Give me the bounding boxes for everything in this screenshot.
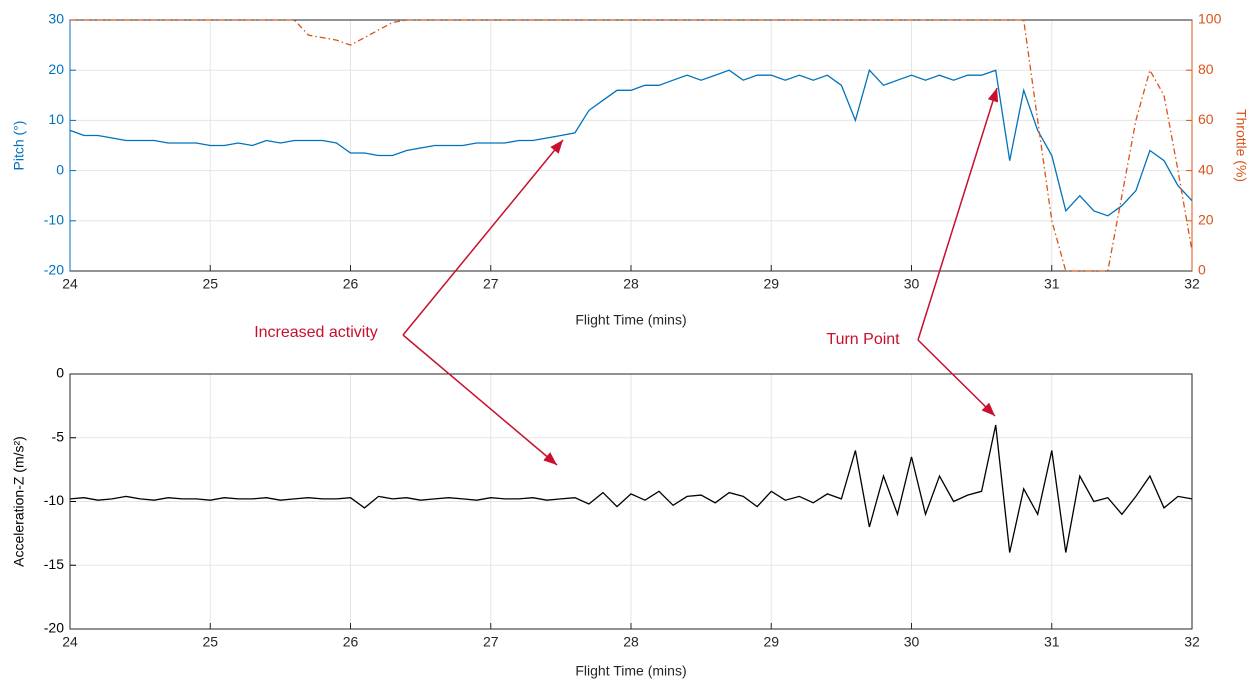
y-tick-label: -20 [44, 620, 64, 636]
x-tick-label: 32 [1184, 634, 1200, 650]
y-tick-label: 0 [56, 161, 64, 177]
x-tick-label: 32 [1184, 276, 1200, 292]
x-tick-label: 28 [623, 276, 639, 292]
y-axis-label: Acceleration-Z (m/s²) [11, 436, 27, 567]
series-line [69, 68, 1193, 217]
y-tick-label: -20 [44, 262, 64, 278]
x-tick-label: 25 [202, 634, 218, 650]
y2-tick-label: 0 [1198, 262, 1206, 278]
annotation-arrow [917, 339, 996, 417]
y-tick-label: 10 [48, 111, 64, 127]
annotation-arrow [402, 139, 564, 336]
annotation-arrow [917, 87, 999, 341]
y-tick-label: 20 [48, 61, 64, 77]
x-tick-label: 27 [483, 634, 499, 650]
y-tick-label: -15 [44, 556, 64, 572]
y-tick-label: 0 [56, 365, 64, 381]
y2-tick-label: 60 [1198, 111, 1214, 127]
x-tick-label: 30 [904, 276, 920, 292]
x-axis-label: Flight Time (mins) [575, 663, 686, 679]
x-tick-label: 26 [343, 634, 359, 650]
x-tick-label: 29 [763, 276, 779, 292]
y-tick-label: -10 [44, 212, 64, 228]
y-tick-label: -5 [52, 428, 65, 444]
axes-box [69, 373, 1193, 630]
series-line [70, 19, 1193, 272]
x-tick-label: 31 [1044, 276, 1060, 292]
series-line [69, 424, 1193, 553]
y-tick-label: -10 [44, 492, 64, 508]
y-axis-label: Pitch (°) [11, 121, 27, 171]
x-tick-label: 25 [202, 276, 218, 292]
x-tick-label: 30 [904, 634, 920, 650]
annotation-arrow [402, 334, 558, 466]
y2-tick-label: 80 [1198, 61, 1214, 77]
x-tick-label: 27 [483, 276, 499, 292]
annotation: Increased activity [254, 324, 378, 341]
y-tick-label: 30 [48, 11, 64, 27]
annotation: Turn Point [826, 331, 900, 348]
x-tick-label: 28 [623, 634, 639, 650]
x-tick-label: 24 [62, 276, 78, 292]
y2-tick-label: 40 [1198, 161, 1214, 177]
x-tick-label: 26 [343, 276, 359, 292]
y2-axis-label: Throttle (%) [1233, 109, 1249, 182]
x-tick-label: 24 [62, 634, 78, 650]
x-tick-label: 31 [1044, 634, 1060, 650]
x-axis-label: Flight Time (mins) [575, 312, 686, 328]
y2-tick-label: 20 [1198, 212, 1214, 228]
x-tick-label: 29 [763, 634, 779, 650]
y2-tick-label: 100 [1198, 11, 1222, 27]
